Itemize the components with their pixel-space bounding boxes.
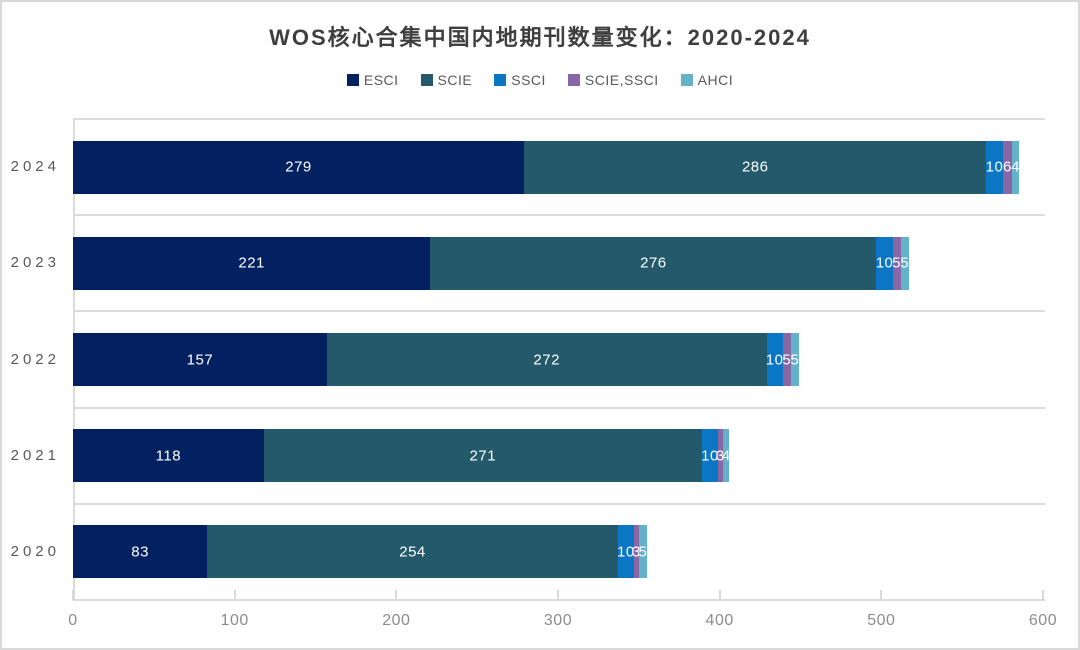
legend-swatch-icon — [494, 74, 507, 86]
bar-value-label: 272 — [533, 351, 560, 368]
legend-item-ahci: AHCI — [680, 72, 734, 88]
bar-value-label: 4 — [1011, 158, 1020, 176]
bar-value-label: 5 — [638, 543, 648, 561]
legend-item-scie: SCIE — [420, 72, 473, 88]
bar-value-label: 118 — [155, 447, 182, 465]
category-separator-line — [73, 502, 1045, 505]
category-separator-line — [73, 310, 1045, 313]
legend-swatch-icon — [346, 74, 359, 86]
legend-label: SSCI — [511, 72, 546, 88]
bar-segment-esci — [73, 525, 208, 579]
bar-segment-scie — [207, 525, 618, 579]
bar-value-label: 4 — [721, 447, 731, 465]
legend-swatch-icon — [567, 74, 580, 86]
bar-value-label: 10 — [765, 351, 784, 368]
x-axis-tick-label: 0 — [68, 612, 78, 629]
x-axis-tick-label: 600 — [1028, 612, 1058, 629]
bar-segment-ssci — [617, 525, 634, 579]
bar-value-label: 10 — [875, 254, 894, 272]
category-separator-line — [73, 406, 1045, 409]
bar-value-label: 5 — [782, 351, 792, 368]
legend-label: SCIE — [437, 72, 473, 88]
bar-value-label: 3 — [631, 543, 641, 561]
bar-value-label: 276 — [640, 254, 667, 272]
x-axis-tick-label: 400 — [705, 612, 734, 629]
bar-segment-scie-ssci — [1002, 140, 1013, 194]
y-axis-category-label: 2020 — [10, 542, 60, 560]
bar-segment-esci — [73, 140, 525, 194]
bar-value-label: 254 — [399, 543, 426, 561]
x-axis-tick — [718, 590, 721, 600]
bar-value-label: 83 — [131, 543, 149, 561]
bar-segment-ahci — [638, 525, 647, 579]
x-axis-tick-label: 200 — [382, 612, 411, 629]
bar-value-label: 279 — [285, 158, 312, 176]
legend: ESCI SCIE SSCI SCIE,SSCI AHCI — [2, 72, 1078, 88]
bar-segment-ahci — [900, 236, 909, 290]
legend-swatch-icon — [420, 74, 433, 86]
bar-segment-scie — [326, 333, 767, 386]
x-axis-tick-label: 100 — [220, 612, 249, 629]
x-axis-tick — [233, 590, 236, 600]
bar-value-label: 157 — [186, 351, 214, 368]
bar-value-label: 6 — [1003, 158, 1012, 176]
y-axis-category-label: 2023 — [10, 254, 60, 272]
x-axis-tick — [1042, 590, 1044, 600]
bar-value-label: 271 — [469, 447, 497, 465]
x-axis-tick — [880, 590, 883, 600]
x-axis-tick-label: 500 — [867, 612, 896, 629]
bar-segment-ssci — [701, 429, 719, 483]
chart-title: WOS核心合集中国内地期刊数量变化：2020-2024 — [269, 25, 811, 50]
bar-segment-ssci — [986, 140, 1003, 194]
bar-segment-ahci — [790, 333, 799, 386]
x-axis-tick — [72, 590, 74, 600]
legend-label: SCIE,SSCI — [584, 72, 659, 88]
bar-value-label: 10 — [701, 447, 719, 465]
bar-segment-scie-ssci — [633, 525, 639, 579]
bar-segment-scie-ssci — [782, 333, 791, 386]
category-separator-line — [73, 118, 1045, 120]
bar-segment-scie-ssci — [892, 236, 901, 290]
bar-value-label: 5 — [900, 254, 910, 272]
legend-label: ESCI — [363, 72, 399, 88]
bar-segment-esci — [73, 236, 431, 290]
bar-segment-esci — [73, 429, 264, 483]
category-separator-line — [73, 214, 1045, 217]
x-axis-tick-label: 300 — [543, 612, 573, 629]
bar-value-label: 5 — [790, 351, 800, 368]
x-axis-tick — [557, 590, 559, 600]
legend-swatch-icon — [680, 74, 693, 86]
y-axis-category-label: 2024 — [10, 158, 60, 176]
bar-segment-scie — [524, 140, 987, 194]
legend-item-ssci: SSCI — [494, 72, 546, 88]
x-axis-tick — [395, 590, 398, 600]
y-axis-category-label: 2021 — [10, 446, 60, 464]
x-axis-line — [73, 599, 1045, 601]
bar-segment-ahci — [1012, 140, 1019, 194]
bar-segment-scie-ssci — [718, 429, 723, 483]
legend-item-scie-ssci: SCIE,SSCI — [567, 72, 659, 88]
legend-item-esci: ESCI — [346, 72, 399, 88]
bar-value-label: 3 — [716, 447, 725, 465]
bar-segment-ssci — [876, 236, 893, 290]
legend-label: AHCI — [697, 72, 734, 88]
y-axis-category-label: 2022 — [10, 350, 60, 368]
bar-segment-scie — [430, 236, 877, 290]
bar-value-label: 10 — [985, 158, 1004, 176]
bar-value-label: 5 — [892, 254, 902, 272]
bar-segment-esci — [73, 333, 327, 386]
bar-value-label: 221 — [238, 254, 265, 272]
bar-value-label: 10 — [617, 543, 635, 561]
bar-segment-ssci — [766, 333, 783, 386]
bar-segment-scie — [263, 429, 702, 483]
bar-segment-ahci — [722, 429, 730, 483]
bar-value-label: 286 — [741, 158, 769, 176]
